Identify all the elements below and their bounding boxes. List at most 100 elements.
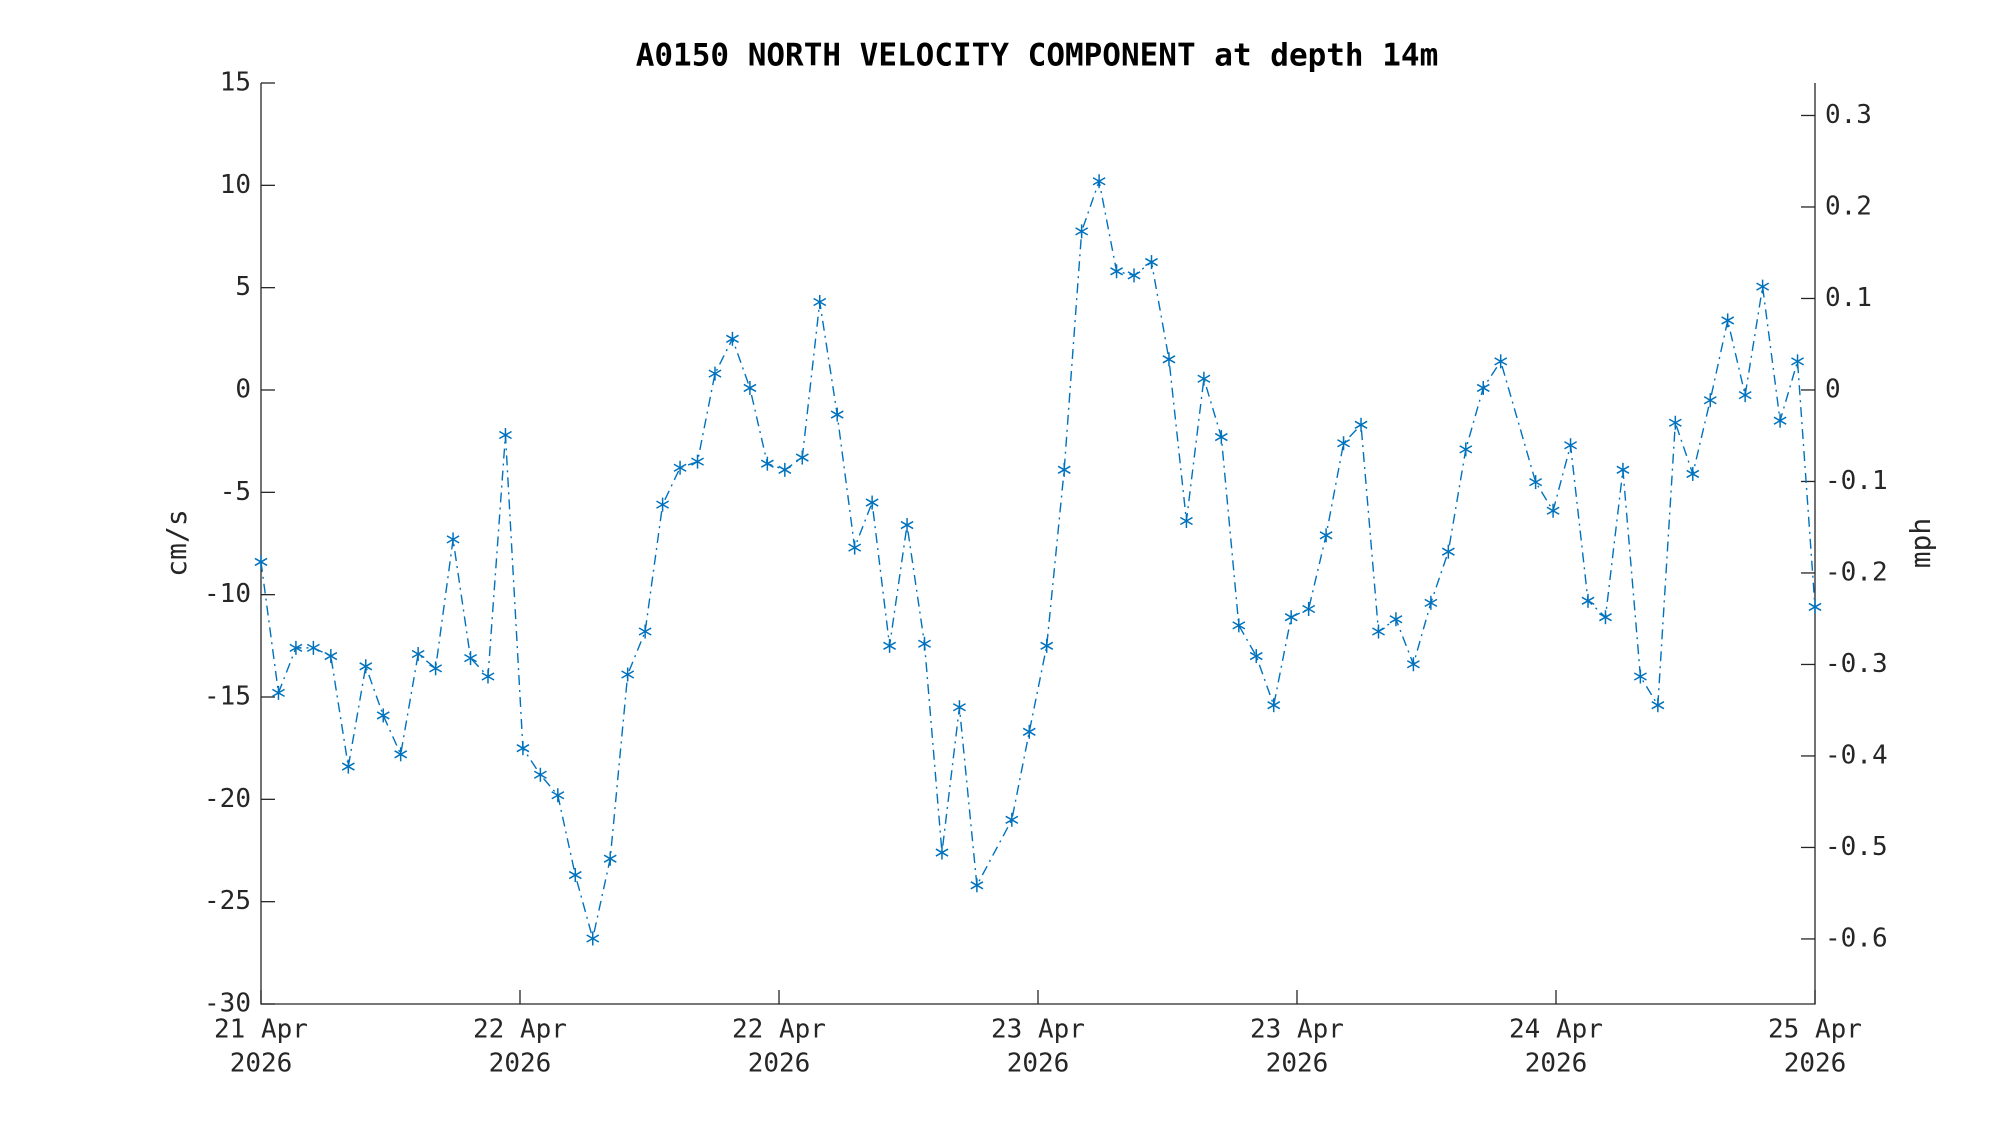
marker-stroke [1145, 257, 1158, 267]
data-point [1791, 354, 1805, 369]
data-point [1214, 430, 1228, 445]
data-point [1633, 669, 1647, 684]
data-point [1651, 698, 1665, 713]
data-point [1703, 393, 1717, 408]
y-tick-label: -20 [204, 784, 251, 814]
data-point [1756, 279, 1770, 294]
marker-stroke [306, 643, 320, 653]
marker-stroke [1232, 621, 1246, 630]
data-point [1372, 624, 1385, 639]
data-point [551, 788, 565, 803]
data-point [621, 667, 635, 682]
marker-stroke [865, 498, 879, 507]
y2-tick-label: -0.5 [1825, 832, 1888, 862]
marker-stroke [1022, 727, 1036, 736]
data-point [1022, 724, 1036, 739]
x-tick-label: 2026 [1784, 1049, 1847, 1079]
data-point [1616, 462, 1630, 477]
marker-stroke [848, 543, 862, 552]
data-point [900, 518, 914, 533]
marker-stroke [778, 465, 792, 474]
y2-tick-label: 0.3 [1825, 100, 1872, 130]
data-point [1145, 255, 1158, 270]
data-point [271, 685, 285, 700]
data-point [533, 767, 547, 782]
marker-stroke [271, 688, 285, 698]
data-point [603, 851, 617, 866]
x-tick-label: 25 Apr [1768, 1015, 1862, 1045]
y2-tick-label: 0 [1825, 374, 1841, 404]
marker-stroke [324, 651, 338, 661]
data-point [743, 380, 757, 395]
y-tick-label: 10 [220, 170, 251, 200]
data-point [725, 331, 739, 346]
marker-stroke [603, 854, 617, 863]
marker-stroke [656, 500, 670, 509]
y2-axis-label: mph [1904, 518, 1937, 569]
data-point [586, 931, 600, 946]
data-point [376, 708, 390, 723]
marker-stroke [883, 641, 897, 650]
data-point [795, 450, 809, 465]
marker-stroke [1406, 660, 1420, 669]
data-point [394, 747, 408, 762]
x-tick-label: 22 Apr [732, 1015, 826, 1045]
x-tick-label: 22 Apr [473, 1015, 567, 1045]
y2-tick-label: -0.2 [1825, 557, 1888, 587]
y2-tick-label: 0.1 [1825, 283, 1872, 313]
marker-stroke [1564, 441, 1578, 450]
marker-stroke [1389, 615, 1403, 624]
data-point [708, 366, 722, 381]
chart-title: A0150 NORTH VELOCITY COMPONENT at depth … [636, 38, 1439, 74]
marker-stroke [1337, 439, 1351, 448]
data-point [516, 741, 530, 756]
marker-stroke [1808, 602, 1822, 612]
data-point [1162, 352, 1176, 367]
y2-tick-label: -0.3 [1825, 649, 1888, 679]
marker-stroke [725, 334, 739, 343]
marker-stroke [830, 410, 844, 419]
data-point [1686, 466, 1700, 481]
marker-stroke [1476, 383, 1490, 393]
data-point [918, 636, 931, 651]
data-point [1738, 388, 1752, 403]
series-line [260, 178, 1816, 939]
marker-stroke [1197, 374, 1211, 383]
marker-stroke [1599, 613, 1612, 622]
marker-stroke [359, 662, 373, 671]
x-tick-label: 2026 [230, 1049, 293, 1079]
marker-stroke [446, 535, 460, 544]
marker-stroke [1179, 516, 1193, 526]
data-point [1040, 638, 1054, 653]
data-point [1459, 442, 1473, 457]
y-tick-label: 15 [220, 68, 251, 98]
data-point [1302, 601, 1316, 616]
marker-stroke [1668, 418, 1682, 427]
marker-stroke [691, 457, 704, 466]
marker-stroke [1441, 547, 1455, 556]
x-tick-label: 23 Apr [991, 1015, 1085, 1045]
data-point [1808, 599, 1822, 614]
data-point [1668, 415, 1682, 430]
marker-stroke [1581, 596, 1595, 605]
x-tick-label: 2026 [1525, 1049, 1588, 1079]
x-tick-label: 2026 [489, 1049, 552, 1079]
data-point [1581, 593, 1595, 608]
x-tick-label: 2026 [748, 1049, 811, 1079]
marker-stroke [918, 639, 931, 648]
data-point [1494, 354, 1508, 369]
marker-stroke [586, 934, 600, 943]
marker-stroke [394, 750, 408, 759]
data-point [848, 540, 862, 555]
marker-stroke [551, 791, 565, 800]
data-point [1773, 413, 1787, 428]
data-point [952, 700, 966, 715]
marker-stroke [813, 297, 827, 307]
marker-stroke [621, 670, 635, 679]
data-point [1005, 812, 1019, 827]
marker-stroke [1633, 672, 1647, 681]
x-tick-label: 2026 [1007, 1049, 1070, 1079]
data-point [813, 294, 827, 309]
marker-stroke [1686, 469, 1700, 479]
